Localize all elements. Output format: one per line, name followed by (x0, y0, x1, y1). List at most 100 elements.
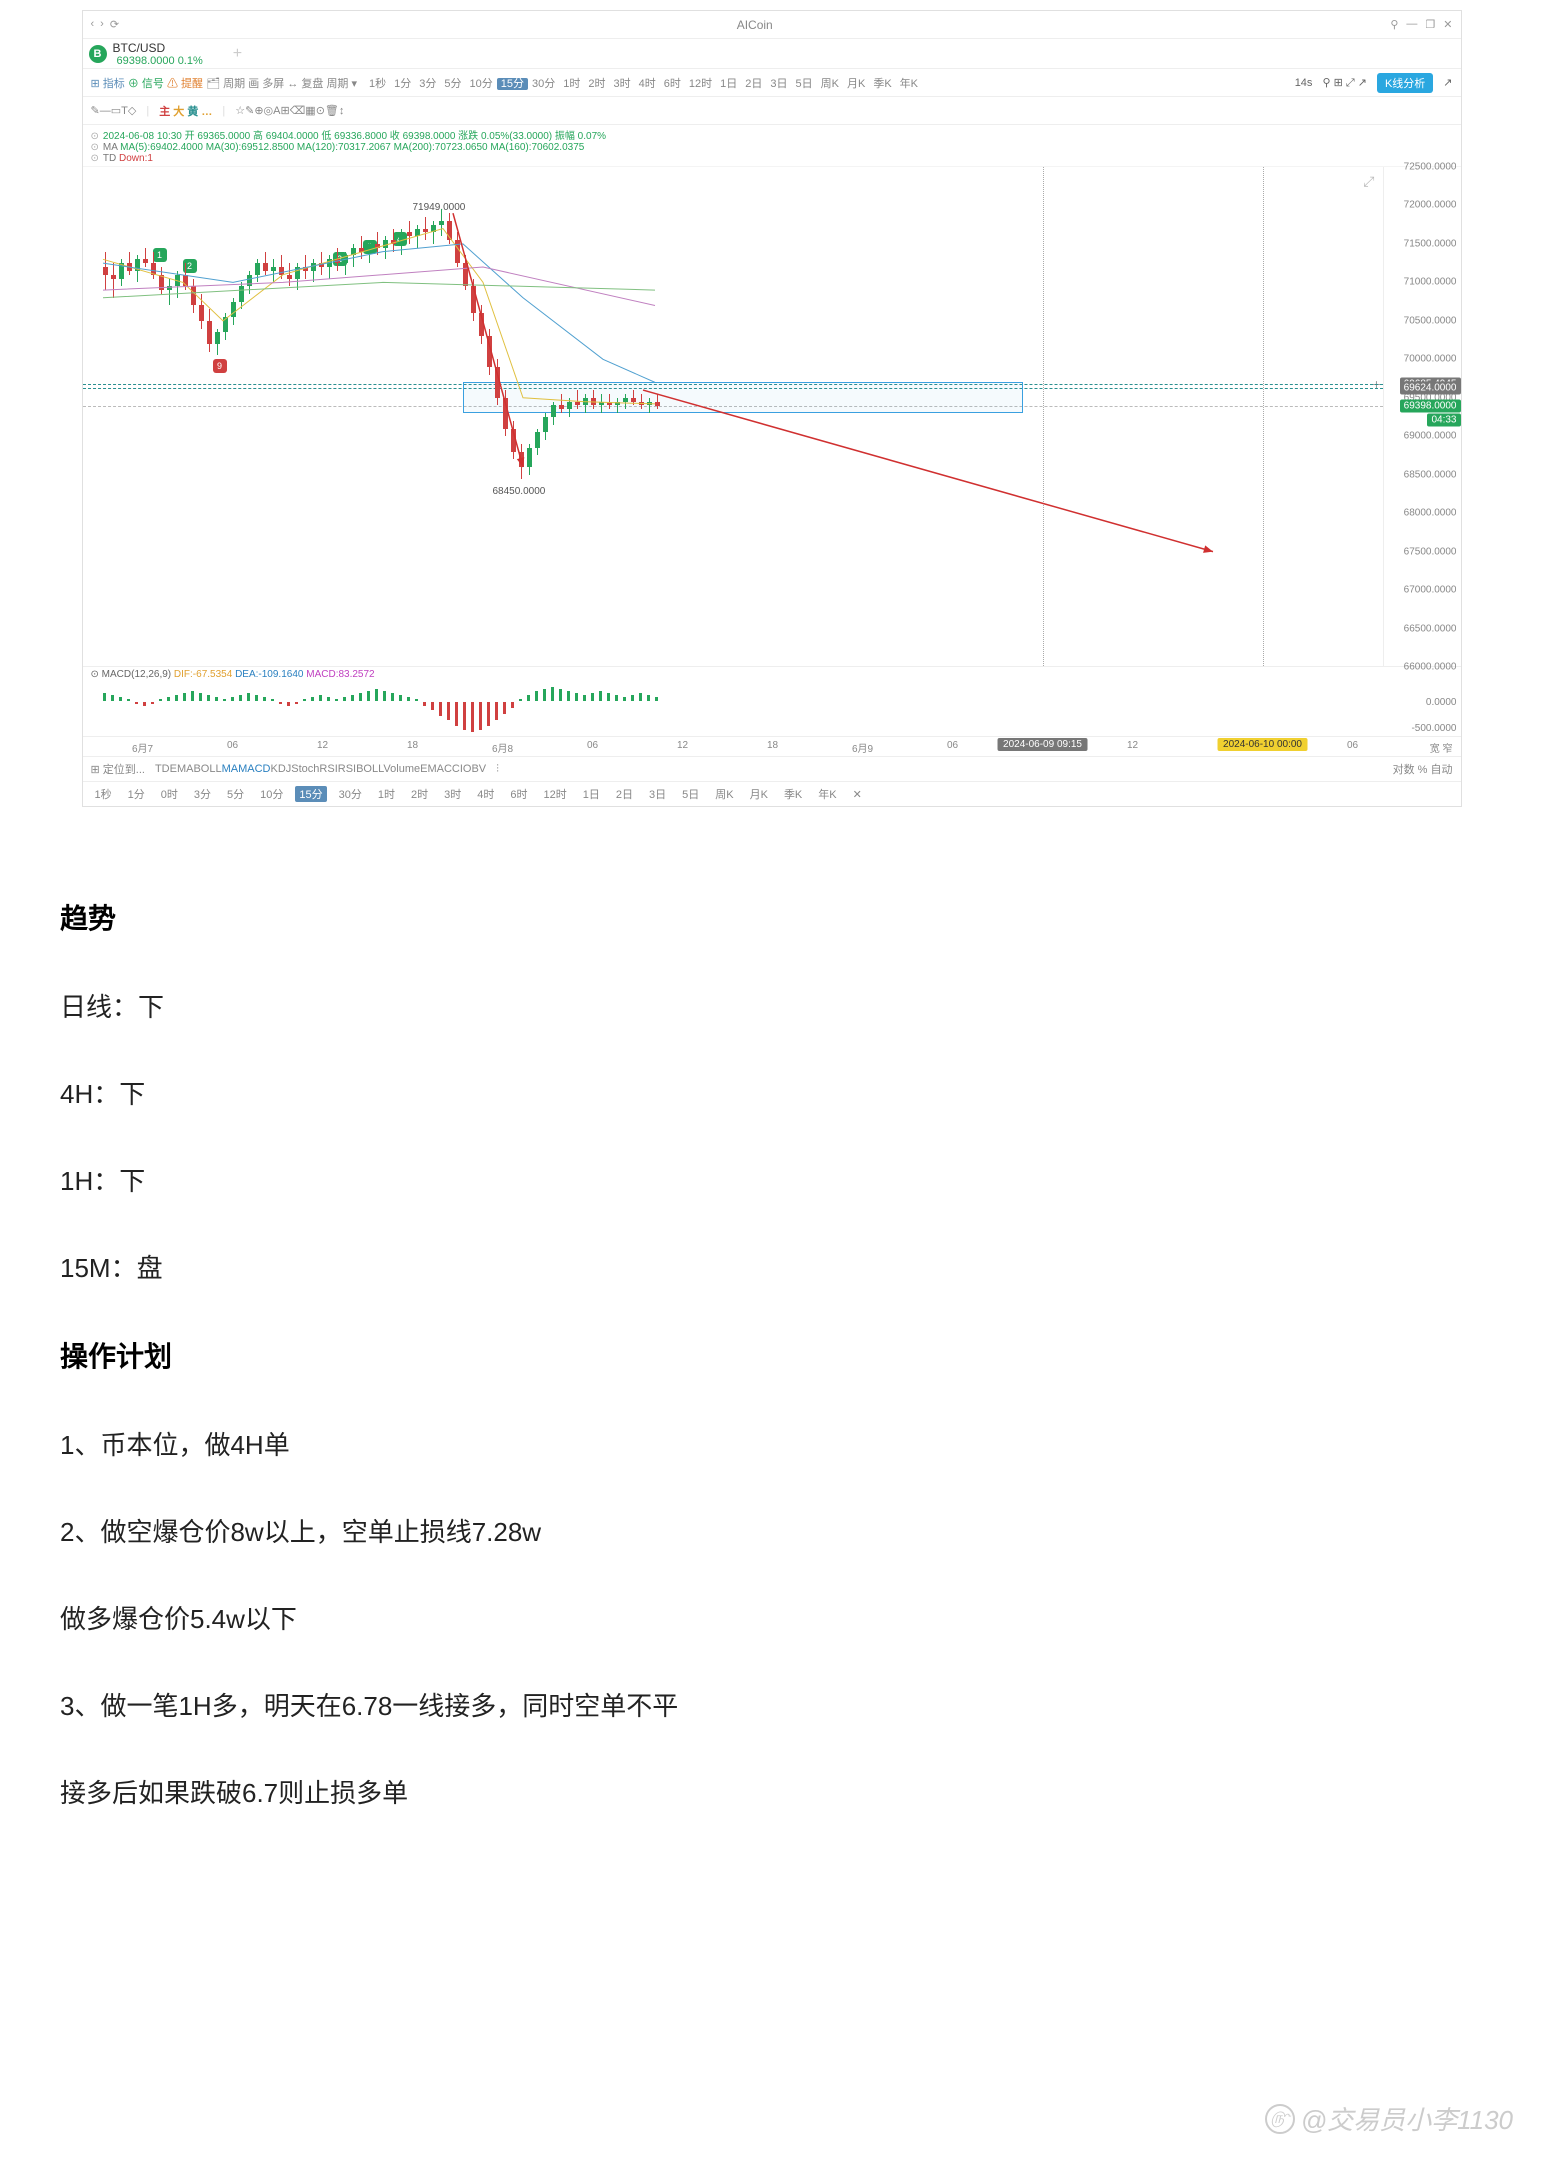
toolbar-item[interactable]: ⊕ 信号 (128, 78, 164, 90)
tf2-年K[interactable]: 年K (814, 786, 840, 802)
timeframe-12时[interactable]: 12时 (685, 78, 716, 90)
indicator-CCI[interactable]: CCI (444, 763, 463, 775)
indicator-MA[interactable]: MA (222, 763, 239, 775)
tf2-4时[interactable]: 4时 (473, 786, 498, 802)
tf2-15分[interactable]: 15分 (295, 786, 326, 802)
indicator-StochRSI[interactable]: StochRSI (291, 763, 337, 775)
timeframe-5日[interactable]: 5日 (792, 78, 817, 90)
tf2-5分[interactable]: 5分 (223, 786, 248, 802)
tool-icon[interactable]: ☆ (235, 105, 245, 117)
toolbar-icon[interactable]: ⊞ (1334, 77, 1343, 89)
draw-tool[interactable]: ◇ (128, 105, 136, 117)
back-icon[interactable]: ‹ (91, 18, 95, 31)
toolbar-item[interactable]: 画 多屏 (248, 78, 284, 90)
toolbar-item[interactable]: ⊞ 指标 (91, 78, 125, 90)
indicator-BOLL[interactable]: BOLL (356, 763, 383, 775)
toolbar-item[interactable]: ⚠ 提醒 (167, 78, 203, 90)
tool-icon[interactable]: ◎ (264, 105, 274, 117)
timeframe-1秒[interactable]: 1秒 (365, 78, 390, 90)
timeframe-2时[interactable]: 2时 (584, 78, 609, 90)
tool-icon[interactable]: ⊞ (281, 105, 290, 117)
tf2-1时[interactable]: 1时 (374, 786, 399, 802)
more-indicators-icon[interactable]: ⫶ (496, 763, 499, 776)
opt-%[interactable]: % (1418, 764, 1428, 776)
indicator-EMA[interactable]: EMA (420, 763, 444, 775)
tf2-季K[interactable]: 季K (780, 786, 806, 802)
search-icon[interactable]: ⚲ (1390, 18, 1398, 31)
timeframe-5分[interactable]: 5分 (440, 78, 465, 90)
tool-icon[interactable]: ✎ (245, 105, 254, 117)
timeframe-3时[interactable]: 3时 (610, 78, 635, 90)
draw-tool[interactable]: T (121, 105, 128, 117)
add-tab-button[interactable]: + (233, 45, 242, 63)
indicator-KDJ[interactable]: KDJ (271, 763, 292, 775)
timeframe-3分[interactable]: 3分 (415, 78, 440, 90)
tf2-3日[interactable]: 3日 (645, 786, 670, 802)
tf2-2时[interactable]: 2时 (407, 786, 432, 802)
close-icon[interactable]: ✕ (1443, 18, 1452, 31)
opt-自动[interactable]: 自动 (1431, 764, 1453, 776)
maximize-icon[interactable]: ❐ (1425, 18, 1435, 31)
indicator-RSI[interactable]: RSI (338, 763, 356, 775)
draw-tool[interactable]: ▭ (111, 105, 121, 117)
tool-icon[interactable]: ↕ (339, 105, 345, 117)
timeframe-年K[interactable]: 年K (896, 78, 922, 90)
timeframe-季K[interactable]: 季K (869, 78, 895, 90)
minimize-icon[interactable]: — (1406, 18, 1417, 31)
zoom-主[interactable]: 主 (159, 106, 170, 118)
indicator-OBV[interactable]: OBV (463, 763, 486, 775)
toolbar-icon[interactable]: ⤢ (1346, 77, 1355, 89)
active-tab[interactable]: BTC/USD 69398.0000 0.1% (113, 41, 203, 67)
tf2-2日[interactable]: 2日 (612, 786, 637, 802)
tf2-30分[interactable]: 30分 (335, 786, 366, 802)
eye-icon[interactable]: ⊙ (91, 153, 99, 164)
toolbar-item[interactable]: 周期 ▾ (326, 78, 357, 90)
zoom-…[interactable]: … (201, 106, 212, 118)
share-icon[interactable]: ↗ (1443, 76, 1452, 89)
tf2-0时[interactable]: 0时 (157, 786, 182, 802)
kline-analysis-button[interactable]: K线分析 (1377, 73, 1433, 93)
tf2-10分[interactable]: 10分 (256, 786, 287, 802)
eye-icon[interactable]: ⊙ (91, 131, 99, 142)
toolbar-icon[interactable]: ↗ (1358, 77, 1367, 89)
toolbar-item[interactable]: ↔ 复盘 (287, 78, 323, 90)
timeframe-30分[interactable]: 30分 (528, 78, 559, 90)
indicator-TD[interactable]: TD (155, 763, 170, 775)
tf2-12时[interactable]: 12时 (540, 786, 571, 802)
tf2-6时[interactable]: 6时 (506, 786, 531, 802)
tool-icon[interactable]: ⌫ (290, 105, 306, 117)
timeframe-1分[interactable]: 1分 (390, 78, 415, 90)
opt-对数[interactable]: 对数 (1393, 764, 1415, 776)
draw-tool[interactable]: — (100, 105, 111, 117)
tf2-3分[interactable]: 3分 (190, 786, 215, 802)
indicator-BOLL[interactable]: BOLL (193, 763, 221, 775)
tool-icon[interactable]: ⊕ (254, 105, 263, 117)
zoom-黄[interactable]: 黄 (187, 106, 198, 118)
toolbar-item[interactable]: 🗂 周期 (206, 78, 245, 90)
timeframe-1时[interactable]: 1时 (559, 78, 584, 90)
timeframe-6时[interactable]: 6时 (660, 78, 685, 90)
tf2-1日[interactable]: 1日 (579, 786, 604, 802)
tool-icon[interactable]: ▦ (305, 105, 315, 117)
macd-panel[interactable]: ⊙ MACD(12,26,9) DIF:-67.5354 DEA:-109.16… (83, 667, 1461, 737)
expand-icon[interactable]: ⤢ (1363, 173, 1374, 190)
timeframe-4时[interactable]: 4时 (635, 78, 660, 90)
tf2-1秒[interactable]: 1秒 (91, 786, 116, 802)
eye-icon[interactable]: ⊙ (91, 142, 99, 153)
timeframe-月K[interactable]: 月K (843, 78, 869, 90)
zoom-大[interactable]: 大 (173, 106, 184, 118)
indicator-MACD[interactable]: MACD (238, 763, 270, 775)
timeframe-周K[interactable]: 周K (817, 78, 843, 90)
locate-button[interactable]: ⊞ 定位到... (91, 761, 145, 777)
indicator-Volume[interactable]: Volume (383, 763, 420, 775)
tf2-✕[interactable]: ✕ (849, 788, 866, 801)
draw-tool[interactable]: ✎ (91, 105, 100, 117)
timeframe-15分[interactable]: 15分 (497, 78, 528, 90)
tool-icon[interactable]: 🗑 (325, 105, 339, 117)
timeframe-10分[interactable]: 10分 (466, 78, 497, 90)
tool-icon[interactable]: A (273, 105, 280, 117)
tf2-1分[interactable]: 1分 (124, 786, 149, 802)
price-chart[interactable]: 72500.000072000.000071500.000071000.0000… (83, 167, 1461, 667)
timeframe-3日[interactable]: 3日 (766, 78, 791, 90)
tf2-3时[interactable]: 3时 (440, 786, 465, 802)
